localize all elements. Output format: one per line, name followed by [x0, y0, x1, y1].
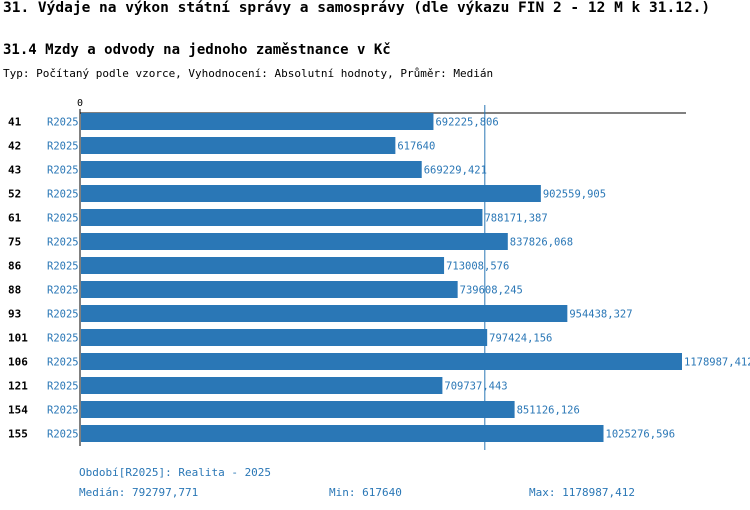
series-label: R2025	[47, 237, 79, 249]
bar	[81, 161, 422, 178]
value-label: 851126,126	[517, 405, 580, 417]
category-label: 61	[8, 212, 22, 225]
footer-period: Období[R2025]: Realita - 2025	[79, 466, 272, 479]
value-label: 797424,156	[489, 333, 552, 345]
category-label: 86	[8, 260, 22, 273]
value-label: 902559,905	[543, 189, 606, 201]
series-label: R2025	[47, 285, 79, 297]
value-label: 713008,576	[446, 261, 509, 273]
bar	[81, 137, 396, 154]
bar	[81, 305, 568, 322]
bar	[81, 209, 483, 226]
bar	[81, 257, 445, 274]
bar	[81, 281, 458, 298]
category-label: 155	[8, 428, 28, 441]
bar	[81, 233, 508, 250]
category-label: 106	[8, 356, 28, 369]
series-label: R2025	[47, 357, 79, 369]
bar	[81, 401, 515, 418]
series-label: R2025	[47, 429, 79, 441]
page-title: 31. Výdaje na výkon státní správy a samo…	[3, 0, 711, 16]
value-label: 837826,068	[510, 237, 573, 249]
chart-title: 31.4 Mzdy a odvody na jednoho zaměstnanc…	[3, 42, 391, 58]
bar	[81, 185, 541, 202]
value-label: 788171,387	[484, 213, 547, 225]
category-label: 93	[8, 308, 21, 321]
value-label: 1178987,412	[684, 357, 750, 369]
series-label: R2025	[47, 141, 79, 153]
value-label: 1025276,596	[606, 429, 676, 441]
category-label: 41	[8, 116, 22, 129]
series-label: R2025	[47, 165, 79, 177]
value-label: 739608,245	[460, 285, 523, 297]
series-label: R2025	[47, 309, 79, 321]
category-label: 101	[8, 332, 28, 345]
series-label: R2025	[47, 213, 79, 225]
series-label: R2025	[47, 261, 79, 273]
bar	[81, 113, 434, 130]
category-label: 52	[8, 188, 21, 201]
series-label: R2025	[47, 117, 79, 129]
bar	[81, 329, 488, 346]
series-label: R2025	[47, 405, 79, 417]
bar	[81, 377, 443, 394]
category-label: 43	[8, 164, 21, 177]
footer-median: Medián: 792797,771	[79, 486, 199, 499]
bar	[81, 353, 682, 370]
category-label: 88	[8, 284, 21, 297]
bar	[81, 425, 604, 442]
series-label: R2025	[47, 189, 79, 201]
footer-max: Max: 1178987,412	[529, 486, 635, 499]
category-label: 75	[8, 236, 21, 249]
footer-min: Min: 617640	[329, 486, 402, 499]
category-label: 154	[8, 404, 28, 417]
category-label: 121	[8, 380, 28, 393]
value-label: 692225,806	[435, 117, 498, 129]
value-label: 669229,421	[424, 165, 487, 177]
chart-type-line: Typ: Počítaný podle vzorce, Vyhodnocení:…	[3, 67, 494, 80]
series-label: R2025	[47, 333, 79, 345]
x-zero-tick-label: 0	[77, 98, 83, 109]
series-label: R2025	[47, 381, 79, 393]
category-label: 42	[8, 140, 21, 153]
value-label: 617640	[397, 141, 435, 153]
value-label: 954438,327	[569, 309, 632, 321]
value-label: 709737,443	[444, 381, 507, 393]
